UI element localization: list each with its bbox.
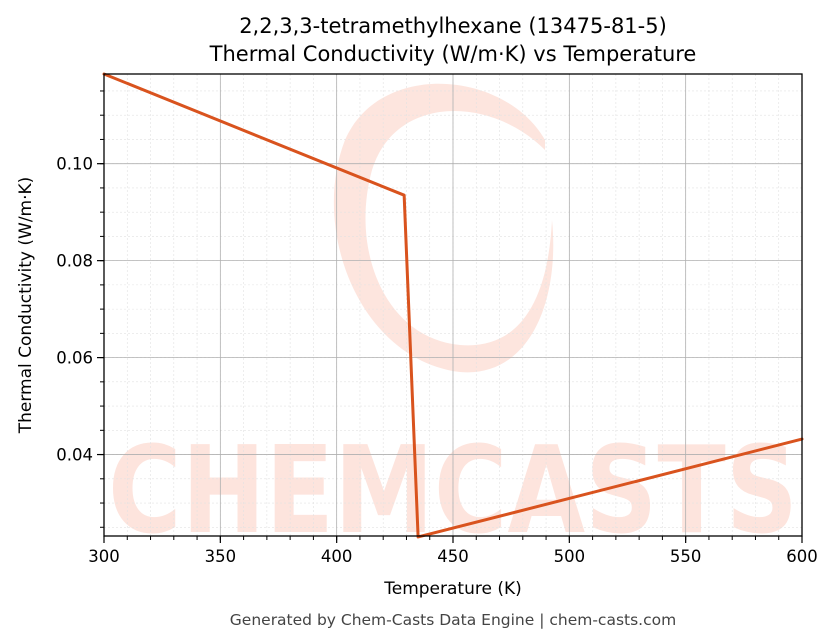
footer-credit: Generated by Chem-Casts Data Engine | ch… — [230, 611, 676, 629]
y-tick-label: 0.06 — [56, 349, 93, 368]
x-axis-ticks: 300 350 400 450 500 550 600 — [88, 536, 818, 566]
y-tick-label: 0.04 — [56, 446, 93, 465]
y-axis-label: Thermal Conductivity (W/m·K) — [16, 177, 36, 435]
y-axis-ticks: 0.04 0.06 0.08 0.10 — [56, 90, 104, 528]
y-tick-label: 0.08 — [56, 252, 93, 271]
chart-title: 2,2,3,3-tetramethylhexane (13475-81-5) — [239, 14, 667, 38]
x-tick-label: 350 — [205, 547, 237, 566]
series-line-0 — [102, 72, 804, 539]
y-tick-label: 0.10 — [56, 155, 93, 174]
x-tick-label: 500 — [554, 547, 586, 566]
x-axis-label: Temperature (K) — [383, 579, 522, 599]
chart-subtitle: Thermal Conductivity (W/m·K) vs Temperat… — [209, 42, 697, 66]
x-tick-label: 450 — [437, 547, 469, 566]
x-tick-label: 600 — [786, 547, 818, 566]
series-layer — [102, 72, 804, 539]
x-tick-label: 300 — [88, 547, 120, 566]
x-tick-label: 550 — [670, 547, 702, 566]
x-tick-label: 400 — [321, 547, 353, 566]
watermark-swirl-icon — [333, 83, 554, 373]
